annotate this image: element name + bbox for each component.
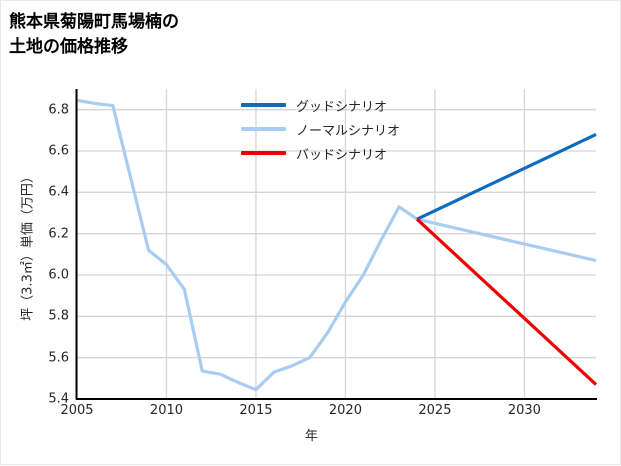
series-line — [415, 218, 598, 386]
x-tick-label: 2020 — [328, 403, 362, 418]
y-tick-label: 5.8 — [48, 308, 69, 324]
series-lines — [76, 98, 598, 392]
y-axis-label: 坪（3.3㎡）単価（万円） — [20, 170, 36, 321]
legend-color-swatch — [241, 151, 286, 155]
gridlines — [76, 89, 596, 400]
x-tick-label: 2005 — [60, 403, 94, 418]
chart-title: 熊本県菊陽町馬場楠の 土地の価格推移 — [9, 12, 179, 57]
x-tick-label: 2030 — [507, 403, 541, 418]
legend-item[interactable]: グッドシナリオ — [241, 93, 400, 117]
y-tick-label: 5.6 — [48, 350, 69, 366]
legend-item[interactable]: バッドシナリオ — [241, 141, 400, 165]
x-tick-label: 2010 — [149, 403, 184, 418]
legend-label: ノーマルシナリオ — [296, 123, 401, 139]
x-axis-label: 年 — [304, 429, 318, 444]
legend-color-swatch — [241, 127, 286, 131]
chart-legend: グッドシナリオ ノーマルシナリオ バッドシナリオ — [241, 93, 400, 165]
series-line — [416, 133, 597, 221]
y-tick-label: 6.0 — [48, 267, 69, 283]
y-tick-label: 6.4 — [48, 184, 69, 200]
x-tick-label: 2025 — [418, 403, 452, 418]
y-tick-label: 5.4 — [48, 391, 69, 407]
y-tick-label: 6.2 — [48, 226, 69, 242]
series-line — [76, 98, 597, 392]
y-tick-label: 6.8 — [48, 102, 69, 118]
x-tick-label: 2015 — [239, 403, 273, 418]
y-tick-label: 6.6 — [48, 143, 69, 159]
legend-item[interactable]: ノーマルシナリオ — [241, 117, 400, 141]
legend-label: バッドシナリオ — [296, 147, 388, 163]
legend-color-swatch — [241, 103, 286, 107]
legend-label: グッドシナリオ — [296, 99, 388, 115]
